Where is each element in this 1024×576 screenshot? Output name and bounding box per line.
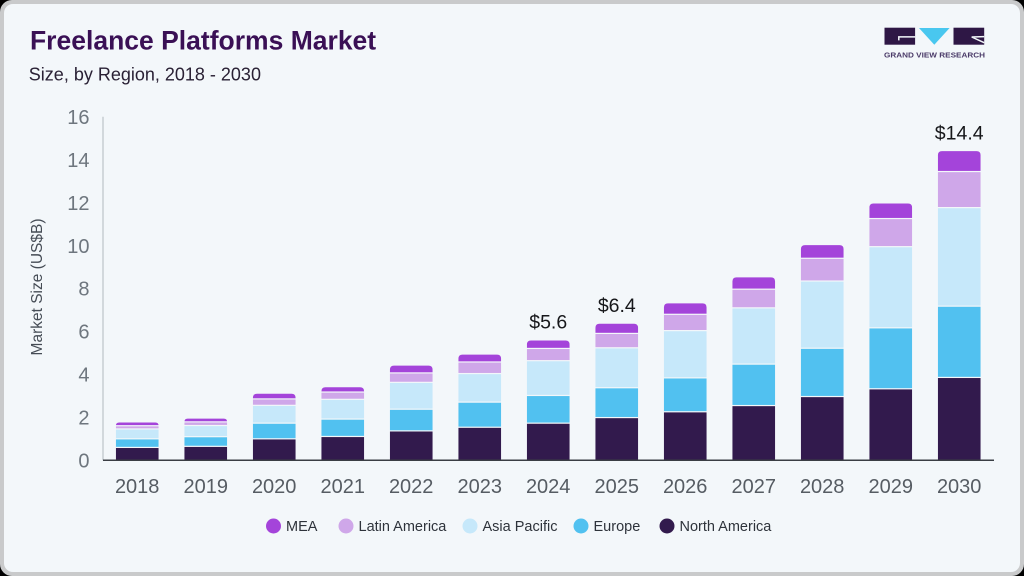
svg-text:Asia Pacific: Asia Pacific (483, 519, 558, 535)
svg-text:16: 16 (67, 107, 89, 129)
svg-text:2026: 2026 (663, 476, 708, 498)
svg-text:Size, by Region, 2018 - 2030: Size, by Region, 2018 - 2030 (29, 64, 261, 84)
svg-text:2023: 2023 (458, 476, 503, 498)
svg-text:0: 0 (78, 451, 89, 473)
svg-text:MEA: MEA (286, 519, 318, 535)
svg-text:14: 14 (67, 150, 89, 172)
svg-text:$14.4: $14.4 (935, 122, 984, 144)
svg-text:Latin America: Latin America (359, 519, 448, 535)
svg-text:Freelance Platforms Market: Freelance Platforms Market (30, 25, 376, 55)
svg-text:2030: 2030 (937, 476, 982, 498)
svg-text:2024: 2024 (526, 476, 571, 498)
svg-text:North America: North America (680, 519, 773, 535)
svg-text:$5.6: $5.6 (529, 312, 567, 334)
svg-text:2022: 2022 (389, 476, 434, 498)
svg-text:10: 10 (67, 236, 89, 258)
svg-text:4: 4 (78, 365, 89, 387)
svg-text:2019: 2019 (184, 476, 229, 498)
svg-text:6: 6 (78, 322, 89, 344)
svg-text:12: 12 (67, 193, 89, 215)
svg-text:Europe: Europe (594, 519, 641, 535)
svg-text:2021: 2021 (321, 476, 366, 498)
svg-text:2029: 2029 (869, 476, 914, 498)
svg-text:2018: 2018 (115, 476, 160, 498)
svg-text:2025: 2025 (595, 476, 640, 498)
svg-text:8: 8 (78, 279, 89, 301)
svg-text:2028: 2028 (800, 476, 845, 498)
svg-text:Market Size (US$B): Market Size (US$B) (29, 219, 46, 356)
svg-text:2020: 2020 (252, 476, 297, 498)
svg-text:2027: 2027 (732, 476, 777, 498)
svg-text:$6.4: $6.4 (598, 295, 636, 317)
svg-text:GRAND VIEW RESEARCH: GRAND VIEW RESEARCH (884, 51, 985, 60)
svg-text:2: 2 (78, 408, 89, 430)
